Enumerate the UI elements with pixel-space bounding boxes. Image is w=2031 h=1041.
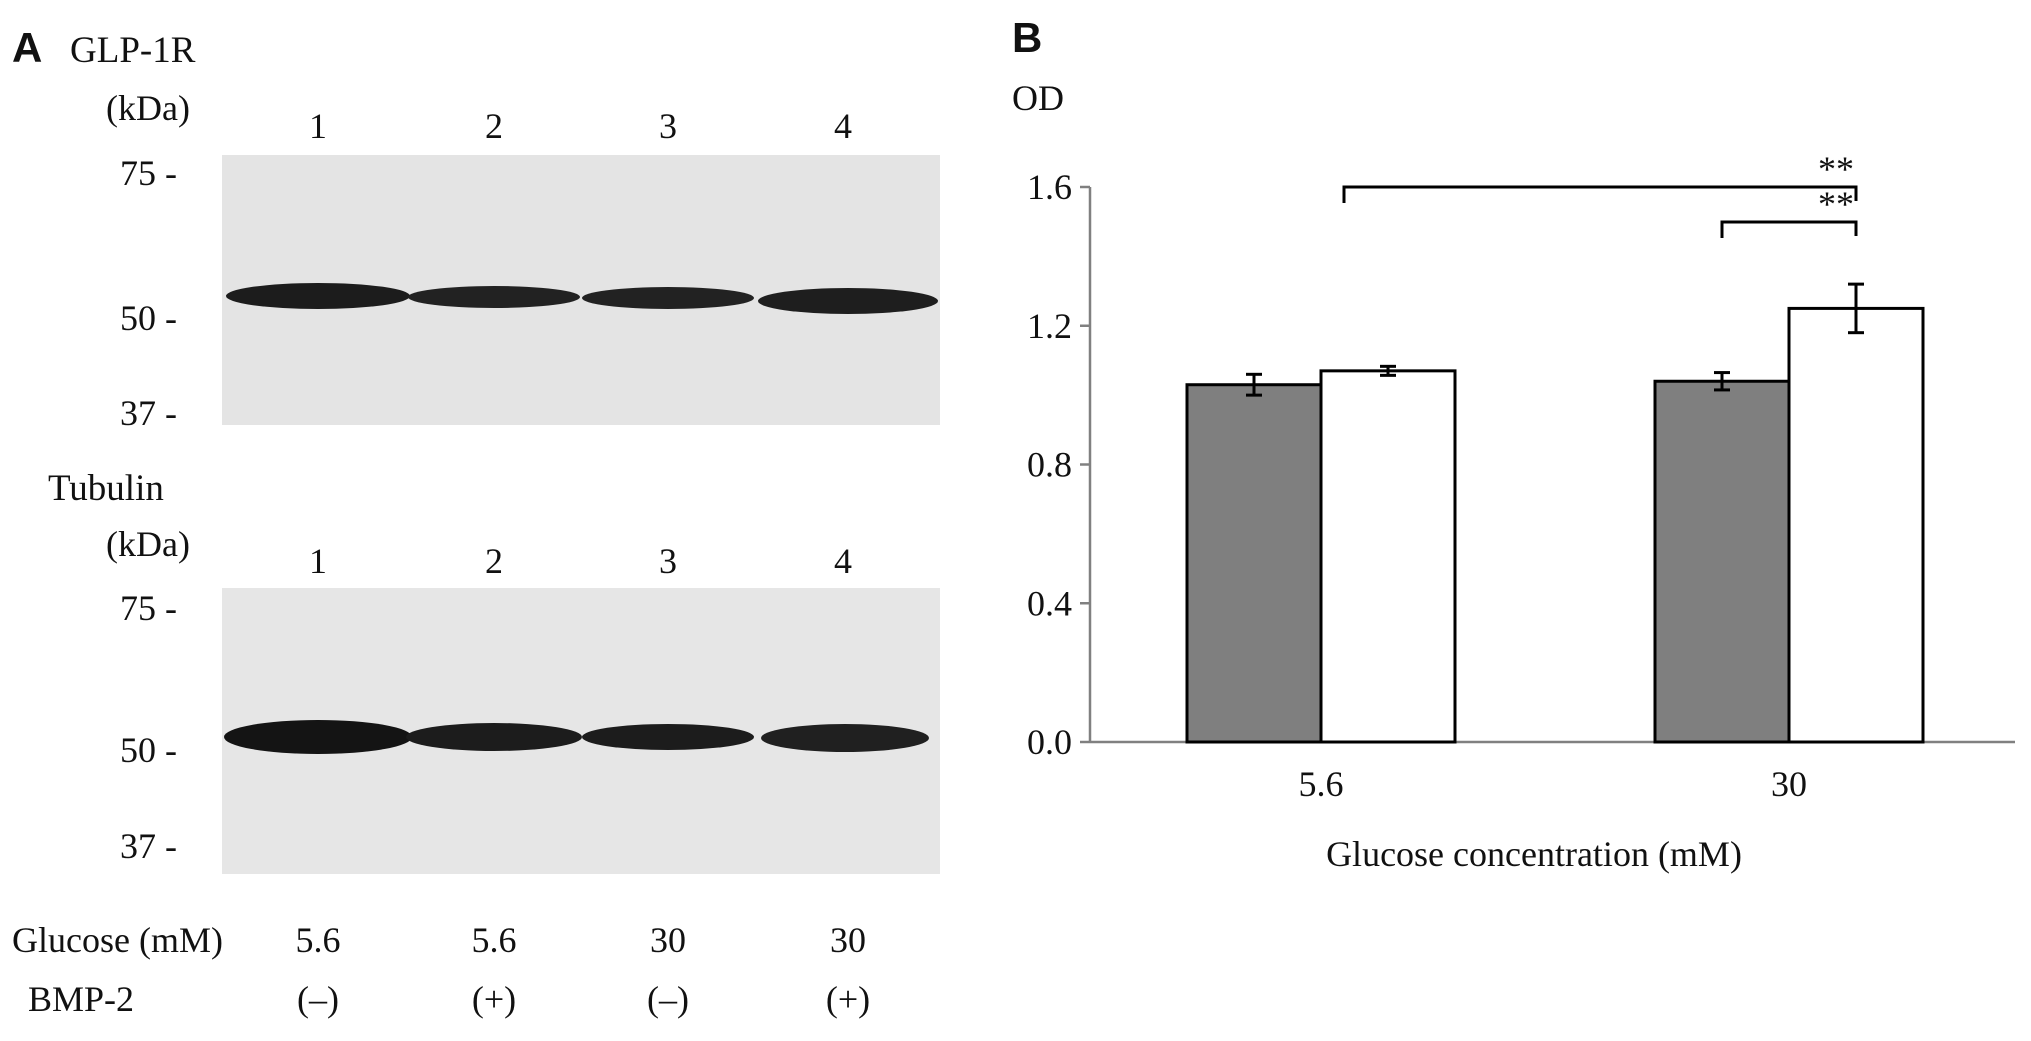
blot-top-kda-label: (kDa) <box>106 88 190 128</box>
blot-top-lane-label: 1 <box>309 106 327 146</box>
y-tick-label: 0.0 <box>1027 722 1072 762</box>
glucose-row-label: Glucose (mM) <box>12 920 223 960</box>
blot-bottom-lane-label: 1 <box>309 541 327 581</box>
panel-a-letter: A <box>12 24 42 71</box>
bmp2-value: (–) <box>647 979 689 1019</box>
blot-bottom-band <box>761 724 929 752</box>
blot-bottom-band <box>406 723 582 751</box>
blot-bottom-marker-50: 50 - <box>120 730 177 770</box>
panel-b-letter: B <box>1012 14 1042 61</box>
x-tick-label: 5.6 <box>1299 764 1344 804</box>
blot-top-lane-label: 3 <box>659 106 677 146</box>
y-tick-label: 0.8 <box>1027 445 1072 485</box>
significance-bracket <box>1342 185 1858 203</box>
blot-bottom-kda-label: (kDa) <box>106 524 190 564</box>
blot-bottom-marker-37: 37 - <box>120 826 177 866</box>
x-tick-label: 30 <box>1771 764 1807 804</box>
bmp2-value: (–) <box>297 979 339 1019</box>
y-tick-label: 1.2 <box>1027 306 1072 346</box>
blot-top-marker-50: 50 - <box>120 298 177 338</box>
significance-label: ** <box>1818 184 1854 224</box>
blot-top-band <box>758 288 938 314</box>
bar <box>1319 369 1457 744</box>
blot-top-band <box>226 283 410 309</box>
blot-top-marker-75: 75 - <box>120 153 177 193</box>
blot-top-band <box>582 287 754 309</box>
blot-top-band <box>408 286 580 308</box>
blot-bottom-band <box>224 720 412 754</box>
blot-bottom-band <box>582 724 754 750</box>
y-tick-label: 1.6 <box>1027 167 1072 207</box>
y-axis-label: OD <box>1012 78 1064 118</box>
glucose-value: 30 <box>650 920 686 960</box>
significance-label: ** <box>1818 149 1854 189</box>
blot-bottom-lane-label: 3 <box>659 541 677 581</box>
blot-top-lane-label: 4 <box>834 106 852 146</box>
blot-tubulin: Tubulin (kDa) 1 2 3 4 75 - 50 - 37 - <box>48 468 940 874</box>
bmp2-value: (+) <box>826 979 870 1019</box>
blot-top-lane-label: 2 <box>485 106 503 146</box>
y-tick-label: 0.4 <box>1027 583 1072 623</box>
blot-bottom-marker-75: 75 - <box>120 588 177 628</box>
bmp2-row-label: BMP-2 <box>28 979 134 1019</box>
significance-bracket <box>1720 220 1858 238</box>
glucose-value: 5.6 <box>472 920 517 960</box>
blot-bottom-lane-label: 2 <box>485 541 503 581</box>
x-axis-label: Glucose concentration (mM) <box>1326 834 1742 874</box>
bar <box>1653 379 1791 744</box>
conditions-table: Glucose (mM) 5.6 5.6 30 30 BMP-2 (–) (+)… <box>12 920 870 1019</box>
glucose-value: 30 <box>830 920 866 960</box>
bar <box>1185 383 1323 744</box>
glucose-value: 5.6 <box>296 920 341 960</box>
blot-top-marker-37: 37 - <box>120 393 177 433</box>
blot-glp1r: GLP-1R (kDa) 1 2 3 4 75 - 50 - 37 - <box>70 30 940 433</box>
bar <box>1787 306 1925 744</box>
bar-chart: 0.0 0.4 0.8 1.2 1.6 5.6 30 **** <box>1027 149 2015 804</box>
blot-bottom-lane-label: 4 <box>834 541 852 581</box>
blot-top-protein-label: GLP-1R <box>70 30 196 71</box>
bmp2-value: (+) <box>472 979 516 1019</box>
blot-bottom-protein-label: Tubulin <box>48 468 164 509</box>
